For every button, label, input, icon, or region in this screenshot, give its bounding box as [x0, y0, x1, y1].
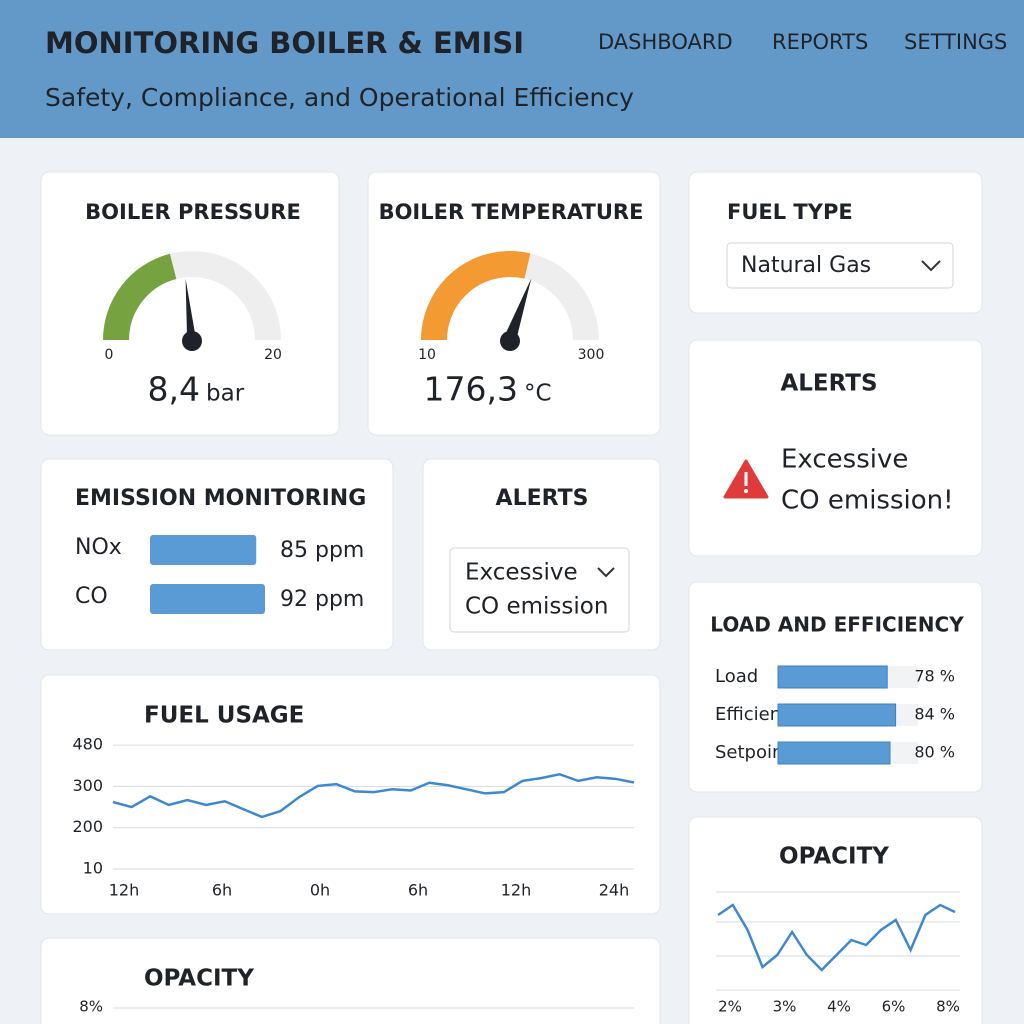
card-title: OPACITY — [779, 844, 889, 870]
emission-bar — [150, 584, 265, 614]
gauge-value: 8,4 — [148, 370, 200, 409]
card-title: FUEL USAGE — [144, 703, 304, 729]
card-title: OPACITY — [144, 966, 254, 992]
y-tick-label: 300 — [72, 776, 103, 795]
card — [40, 171, 340, 436]
nav-link[interactable]: REPORTS — [772, 30, 868, 54]
card — [367, 171, 661, 436]
gauge-fill — [421, 251, 531, 341]
load-name: Setpoint — [715, 742, 790, 763]
x-tick-label: 4% — [827, 998, 851, 1016]
load-bar — [777, 665, 888, 689]
x-tick-label: 3% — [773, 998, 797, 1016]
card-title: BOILER PRESSURE — [85, 200, 301, 224]
card — [40, 674, 661, 915]
gauge-hub — [500, 331, 520, 351]
gauge-unit: °C — [524, 381, 552, 407]
emission-name: CO — [75, 584, 108, 609]
card — [40, 937, 661, 1024]
alert-message: CO emission! — [781, 486, 954, 516]
load-bar — [777, 741, 891, 765]
card-title: BOILER TEMPERATURE — [379, 200, 644, 224]
card — [688, 816, 983, 1024]
chevron — [921, 260, 941, 272]
gauge-max-label: 20 — [264, 347, 282, 363]
page-title: MONITORING BOILER & EMISI — [45, 26, 524, 60]
emission-bar — [150, 535, 257, 565]
y-tick-label: 8% — [79, 998, 103, 1016]
card — [688, 339, 983, 557]
x-tick-label: 2% — [718, 998, 742, 1016]
opacity-line — [717, 903, 956, 972]
card-title: EMISSION MONITORING — [75, 486, 366, 511]
gauge-max-label: 300 — [578, 347, 605, 363]
gauge-value: 176,3 — [424, 370, 518, 409]
x-tick-label: 24h — [599, 881, 630, 900]
alert-icon-dot — [744, 489, 748, 493]
alert-select-text: CO emission — [465, 594, 608, 620]
load-bar — [777, 703, 897, 727]
alert-message: Excessive — [781, 445, 908, 475]
card-title: LOAD AND EFFICIENCY — [710, 613, 964, 637]
nav-link[interactable]: SETTINGS — [904, 30, 1007, 54]
load-name: Load — [715, 666, 758, 687]
fuel-select-value: Natural Gas — [741, 253, 871, 278]
card-title: ALERTS — [496, 486, 589, 511]
load-value: 84 % — [914, 705, 955, 724]
load-value: 78 % — [914, 667, 955, 686]
x-tick-label: 6h — [408, 881, 428, 900]
load-value: 80 % — [914, 743, 955, 762]
y-tick-label: 480 — [72, 735, 103, 754]
card-title: ALERTS — [780, 371, 877, 397]
x-tick-label: 12h — [501, 881, 532, 900]
emission-value: 85 ppm — [280, 538, 364, 563]
gauge-min-label: 0 — [105, 347, 114, 363]
gauge-needle — [185, 278, 197, 345]
gauge-unit: bar — [206, 381, 245, 407]
x-tick-label: 8% — [936, 998, 960, 1016]
page-subtitle: Safety, Compliance, and Operational Effi… — [45, 83, 634, 112]
chevron — [597, 567, 615, 578]
x-tick-label: 6% — [882, 998, 906, 1016]
y-tick-label: 10 — [83, 859, 103, 878]
gauge-needle — [505, 278, 532, 345]
emission-name: NOx — [75, 535, 122, 560]
gauge-min-label: 10 — [418, 347, 436, 363]
alert-select-text: Excessive — [465, 560, 578, 586]
fuel-line — [112, 772, 635, 819]
x-tick-label: 0h — [310, 881, 330, 900]
gauge-fill — [103, 253, 177, 341]
nav-link[interactable]: DASHBOARD — [598, 30, 733, 54]
header-bar — [0, 0, 1024, 138]
fuel-select[interactable] — [726, 242, 954, 289]
emission-value: 92 ppm — [280, 587, 364, 612]
alert-select[interactable] — [449, 547, 630, 633]
gauge-hub — [182, 331, 202, 351]
card-title: FUEL TYPE — [727, 200, 853, 224]
y-tick-label: 200 — [72, 817, 103, 836]
x-tick-label: 12h — [109, 881, 140, 900]
x-tick-label: 6h — [212, 881, 232, 900]
